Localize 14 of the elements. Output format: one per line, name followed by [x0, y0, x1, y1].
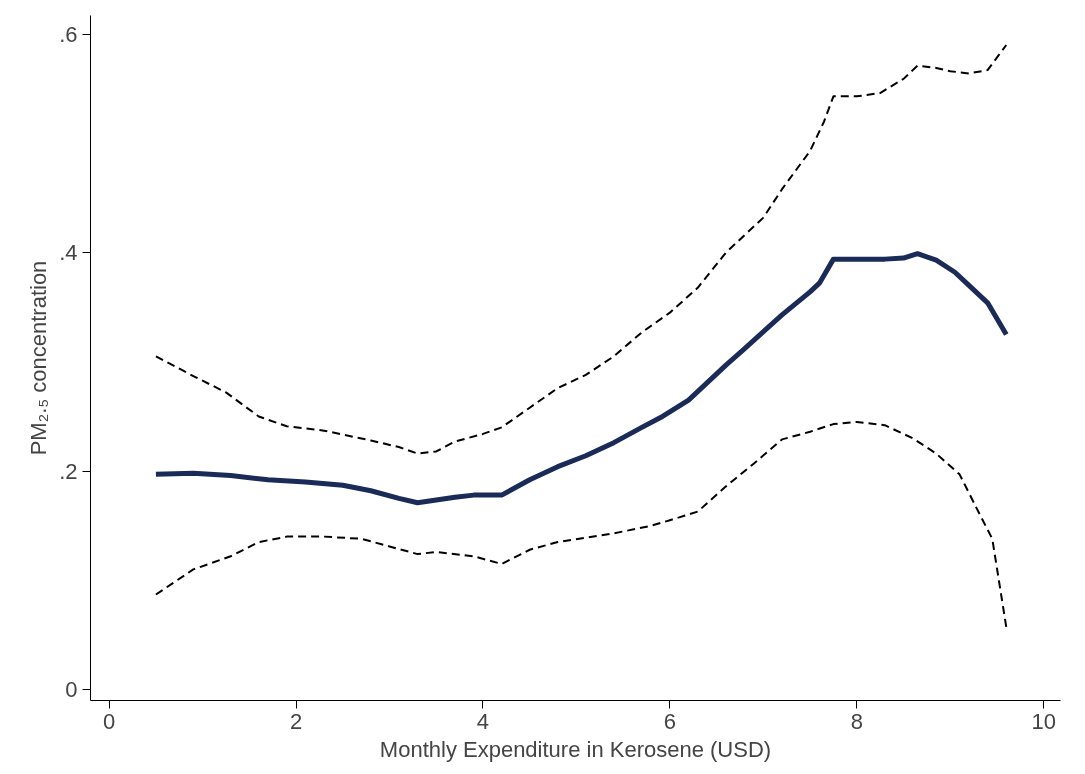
y-tick-label: 0 [65, 677, 78, 703]
x-tick-label: 4 [476, 708, 490, 734]
x-tick-label: 10 [1031, 708, 1056, 734]
x-tick-label: 6 [663, 708, 677, 734]
line-series [154, 44, 1008, 455]
y-tick-label: .2 [59, 458, 78, 484]
y-tick-label: .4 [59, 240, 78, 266]
x-tick-label: 0 [103, 708, 116, 734]
y-axis-title: PM₂.₅ concentration [26, 260, 52, 456]
x-tick-label: 8 [850, 708, 863, 734]
y-tick-label: .6 [59, 21, 78, 47]
line-series [154, 420, 1008, 629]
x-tick-label: 2 [289, 708, 303, 734]
x-axis-title: Monthly Expenditure in Kerosene (USD) [379, 736, 772, 762]
